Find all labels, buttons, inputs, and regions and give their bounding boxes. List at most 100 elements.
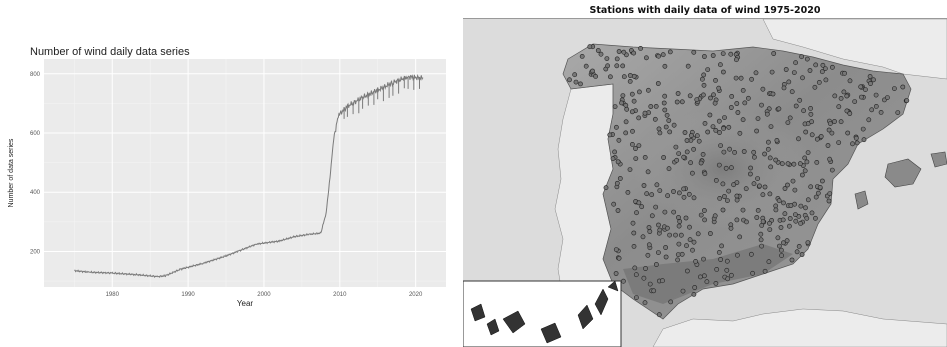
- station-marker: [844, 93, 850, 99]
- station-marker: [827, 191, 833, 196]
- station-marker: [818, 134, 824, 139]
- station-marker: [787, 115, 793, 121]
- station-marker: [775, 235, 781, 241]
- station-marker: [738, 75, 744, 81]
- station-marker: [636, 200, 642, 206]
- station-marker: [701, 82, 707, 88]
- station-marker: [813, 62, 819, 68]
- station-marker: [758, 231, 764, 237]
- station-marker: [647, 281, 653, 287]
- station-marker: [804, 56, 810, 62]
- x-tick-label: 2010: [333, 292, 347, 298]
- station-marker: [647, 229, 653, 234]
- station-marker: [681, 186, 686, 192]
- canary-islands: [470, 280, 619, 344]
- station-marker: [786, 223, 792, 229]
- station-marker: [648, 104, 654, 109]
- station-marker: [627, 79, 633, 84]
- station-marker: [701, 273, 707, 279]
- station-marker: [735, 110, 741, 115]
- station-marker: [844, 108, 850, 114]
- station-marker: [640, 234, 646, 240]
- station-marker: [809, 132, 815, 138]
- station-marker: [702, 171, 708, 177]
- grid-layer: [44, 59, 446, 287]
- x-tick-label: 1990: [181, 292, 195, 298]
- station-marker: [726, 124, 732, 130]
- station-marker: [700, 92, 706, 98]
- station-marker: [791, 161, 797, 167]
- station-marker: [767, 227, 773, 232]
- station-marker: [627, 167, 633, 172]
- station-marker: [644, 191, 650, 197]
- station-marker: [627, 73, 633, 78]
- station-marker: [587, 44, 593, 50]
- station-marker: [687, 237, 693, 243]
- y-axis-label: Number of data series: [8, 138, 15, 207]
- station-marker: [614, 63, 620, 69]
- station-marker: [873, 104, 879, 109]
- map-svg: [463, 19, 947, 347]
- station-marker: [774, 138, 780, 143]
- station-marker: [779, 253, 784, 258]
- station-marker: [762, 268, 768, 274]
- station-marker: [656, 53, 661, 59]
- station-marker: [652, 116, 658, 122]
- station-marker: [702, 121, 708, 126]
- station-marker: [722, 115, 727, 120]
- station-marker: [751, 181, 757, 187]
- station-marker: [619, 100, 624, 106]
- station-marker: [796, 136, 801, 142]
- plot-background: [44, 59, 446, 287]
- station-marker: [793, 218, 799, 224]
- station-marker: [767, 155, 773, 161]
- station-marker: [742, 100, 748, 106]
- station-marker: [829, 167, 835, 173]
- station-marker: [783, 67, 789, 72]
- station-marker: [695, 231, 701, 237]
- station-marker: [620, 63, 626, 69]
- station-marker: [675, 252, 681, 257]
- station-marker: [866, 117, 872, 123]
- station-marker: [707, 231, 713, 236]
- station-marker: [666, 118, 672, 123]
- station-marker: [688, 138, 694, 143]
- station-marker: [792, 212, 798, 217]
- station-marker: [633, 272, 639, 278]
- station-marker: [838, 119, 844, 125]
- station-marker: [785, 182, 790, 188]
- station-marker: [827, 121, 833, 126]
- station-marker: [716, 85, 722, 91]
- station-marker: [643, 266, 648, 271]
- station-marker: [700, 151, 706, 157]
- station-marker: [691, 146, 696, 152]
- chart-title: Number of wind daily data series: [30, 46, 190, 58]
- station-marker: [728, 225, 734, 231]
- station-marker: [749, 76, 754, 82]
- mallorca: [884, 158, 922, 188]
- station-marker: [862, 87, 868, 92]
- station-marker: [728, 165, 734, 171]
- station-marker: [604, 56, 610, 61]
- station-marker: [633, 156, 639, 161]
- station-marker: [629, 109, 635, 115]
- station-marker: [688, 133, 694, 138]
- station-marker: [676, 190, 682, 196]
- station-marker: [686, 191, 692, 197]
- station-marker: [698, 212, 704, 218]
- station-marker: [684, 149, 690, 155]
- station-marker: [678, 232, 684, 238]
- station-marker: [687, 224, 692, 230]
- tick-labels: 1980 1990 2000 2010 2020 200 400 600 800: [30, 72, 423, 298]
- station-marker: [724, 198, 730, 203]
- station-marker: [854, 140, 860, 146]
- station-marker: [813, 194, 819, 200]
- station-marker: [660, 52, 666, 58]
- ibiza: [854, 190, 869, 210]
- station-marker: [684, 243, 689, 249]
- station-marker: [701, 256, 706, 262]
- station-marker: [751, 149, 757, 155]
- station-marker: [841, 89, 847, 95]
- station-marker: [778, 225, 784, 230]
- station-marker: [803, 205, 808, 211]
